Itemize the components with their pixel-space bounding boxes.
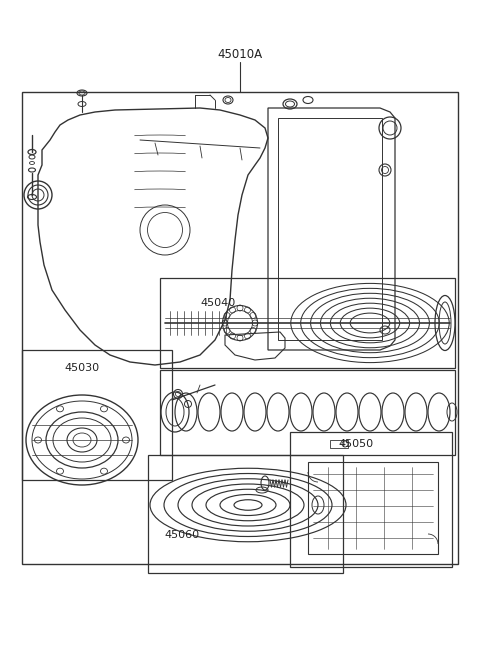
Text: 45050: 45050 — [338, 439, 373, 449]
Bar — [148, 455, 343, 573]
Text: 45060: 45060 — [165, 530, 200, 540]
Bar — [308, 462, 438, 554]
Text: 45010A: 45010A — [217, 49, 263, 62]
Text: 45040: 45040 — [200, 298, 236, 308]
Bar — [22, 350, 172, 480]
Text: 45030: 45030 — [64, 363, 99, 373]
Bar — [22, 92, 458, 564]
Bar — [290, 432, 452, 567]
Bar — [278, 118, 382, 340]
Bar — [330, 440, 348, 448]
